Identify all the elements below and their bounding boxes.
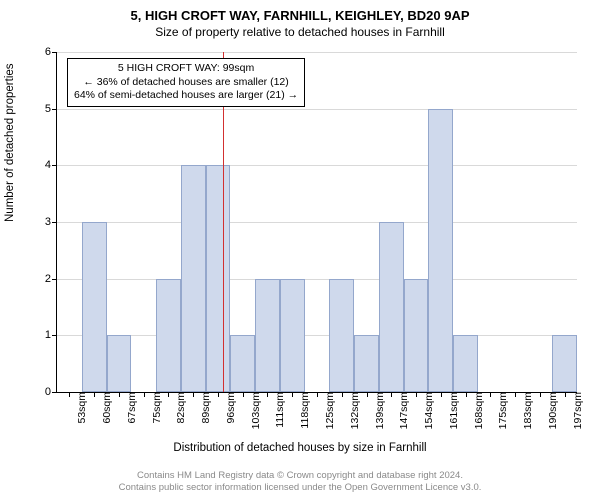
x-tick-label: 103sqm [244, 392, 262, 429]
x-tick-label: 125sqm [318, 392, 336, 429]
footer-line-1: Contains HM Land Registry data © Crown c… [0, 470, 600, 482]
x-tick-label: 82sqm [169, 392, 187, 424]
x-tick-label: 75sqm [145, 392, 163, 424]
grid-line [57, 52, 577, 53]
title-main: 5, HIGH CROFT WAY, FARNHILL, KEIGHLEY, B… [0, 0, 600, 23]
y-tick-mark [52, 165, 57, 166]
histogram-bar [354, 335, 379, 392]
histogram-bar [428, 109, 453, 392]
x-tick-label: 161sqm [442, 392, 460, 429]
y-tick-mark [52, 52, 57, 53]
histogram-bar [280, 279, 305, 392]
histogram-bar [453, 335, 478, 392]
title-sub: Size of property relative to detached ho… [0, 23, 600, 39]
footer-attribution: Contains HM Land Registry data © Crown c… [0, 470, 600, 494]
x-tick-label: 190sqm [541, 392, 559, 429]
x-tick-label: 139sqm [368, 392, 386, 429]
histogram-bar [552, 335, 577, 392]
histogram-bar [107, 335, 132, 392]
histogram-bar [379, 222, 404, 392]
x-tick-label: 168sqm [467, 392, 485, 429]
x-tick-label: 154sqm [417, 392, 435, 429]
annotation-line-1: 5 HIGH CROFT WAY: 99sqm [74, 62, 298, 76]
y-tick-mark [52, 109, 57, 110]
grid-line [57, 165, 577, 166]
y-tick-mark [52, 335, 57, 336]
y-tick-mark [52, 392, 57, 393]
histogram-bar [329, 279, 354, 392]
x-tick-label: 183sqm [516, 392, 534, 429]
histogram-bar [156, 279, 181, 392]
x-tick-label: 118sqm [293, 392, 311, 429]
y-tick-mark [52, 222, 57, 223]
x-tick-label: 175sqm [491, 392, 509, 429]
chart-container: 5, HIGH CROFT WAY, FARNHILL, KEIGHLEY, B… [0, 0, 600, 500]
x-tick-label: 132sqm [343, 392, 361, 429]
y-tick-mark [52, 279, 57, 280]
footer-line-2: Contains public sector information licen… [0, 482, 600, 494]
histogram-bar [404, 279, 429, 392]
histogram-bar [230, 335, 255, 392]
x-axis-label: Distribution of detached houses by size … [0, 442, 600, 454]
x-tick-label: 60sqm [95, 392, 113, 424]
grid-line [57, 335, 577, 336]
grid-line [57, 109, 577, 110]
histogram-bar [255, 279, 280, 392]
histogram-bar [181, 165, 206, 392]
annotation-box: 5 HIGH CROFT WAY: 99sqm← 36% of detached… [67, 58, 305, 107]
x-tick-label: 147sqm [392, 392, 410, 429]
histogram-bar [82, 222, 107, 392]
x-tick-label: 89sqm [194, 392, 212, 424]
x-tick-label: 197sqm [566, 392, 584, 429]
x-tick-label: 111sqm [268, 392, 286, 428]
grid-line [57, 222, 577, 223]
y-axis-label: Number of detached properties [4, 63, 16, 222]
x-tick-label: 53sqm [70, 392, 88, 424]
histogram-bar [206, 165, 231, 392]
x-tick-label: 67sqm [120, 392, 138, 424]
grid-line [57, 279, 577, 280]
annotation-line-2: ← 36% of detached houses are smaller (12… [74, 76, 298, 90]
x-tick-label: 96sqm [219, 392, 237, 424]
plot-area: 012345653sqm60sqm67sqm75sqm82sqm89sqm96s… [56, 52, 577, 393]
annotation-line-3: 64% of semi-detached houses are larger (… [74, 89, 298, 103]
